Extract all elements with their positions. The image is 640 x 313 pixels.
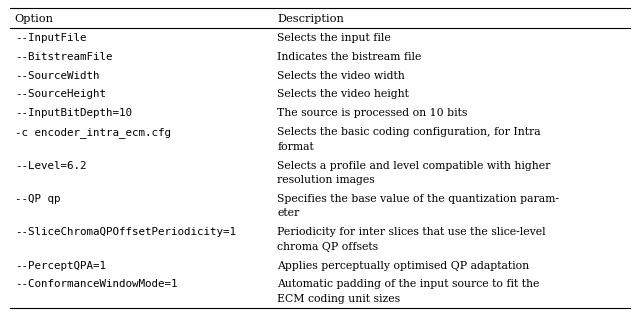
Text: Selects the video height: Selects the video height (277, 90, 409, 100)
Text: --InputFile: --InputFile (15, 33, 86, 43)
Text: ECM coding unit sizes: ECM coding unit sizes (277, 294, 400, 304)
Text: --PerceptQPA=1: --PerceptQPA=1 (15, 260, 106, 270)
Text: Periodicity for inter slices that use the slice-level: Periodicity for inter slices that use th… (277, 227, 546, 237)
Text: --SliceChromaQPOffsetPeriodicity=1: --SliceChromaQPOffsetPeriodicity=1 (15, 227, 236, 237)
Text: --ConformanceWindowMode=1: --ConformanceWindowMode=1 (15, 280, 177, 290)
Text: resolution images: resolution images (277, 175, 375, 185)
Text: --SourceHeight: --SourceHeight (15, 90, 106, 100)
Text: Option: Option (15, 13, 54, 23)
Text: Selects the basic coding configuration, for Intra: Selects the basic coding configuration, … (277, 127, 541, 137)
Text: Selects the input file: Selects the input file (277, 33, 391, 43)
Text: Selects a profile and level compatible with higher: Selects a profile and level compatible w… (277, 161, 550, 171)
Text: Selects the video width: Selects the video width (277, 70, 405, 80)
Text: eter: eter (277, 208, 300, 218)
Text: Automatic padding of the input source to fit the: Automatic padding of the input source to… (277, 280, 540, 290)
Text: --Level=6.2: --Level=6.2 (15, 161, 86, 171)
Text: --BitstreamFile: --BitstreamFile (15, 52, 112, 62)
Text: --SourceWidth: --SourceWidth (15, 70, 99, 80)
Text: Indicates the bistream file: Indicates the bistream file (277, 52, 422, 62)
Text: Description: Description (277, 13, 344, 23)
Text: --QP qp: --QP qp (15, 194, 60, 204)
Text: --InputBitDepth=10: --InputBitDepth=10 (15, 108, 132, 118)
Text: chroma QP offsets: chroma QP offsets (277, 242, 378, 252)
Text: The source is processed on 10 bits: The source is processed on 10 bits (277, 108, 467, 118)
Text: format: format (277, 142, 314, 152)
Text: Specifies the base value of the quantization param-: Specifies the base value of the quantiza… (277, 194, 559, 204)
Text: -c encoder_intra_ecm.cfg: -c encoder_intra_ecm.cfg (15, 127, 171, 138)
Text: Applies perceptually optimised QP adaptation: Applies perceptually optimised QP adapta… (277, 260, 529, 270)
